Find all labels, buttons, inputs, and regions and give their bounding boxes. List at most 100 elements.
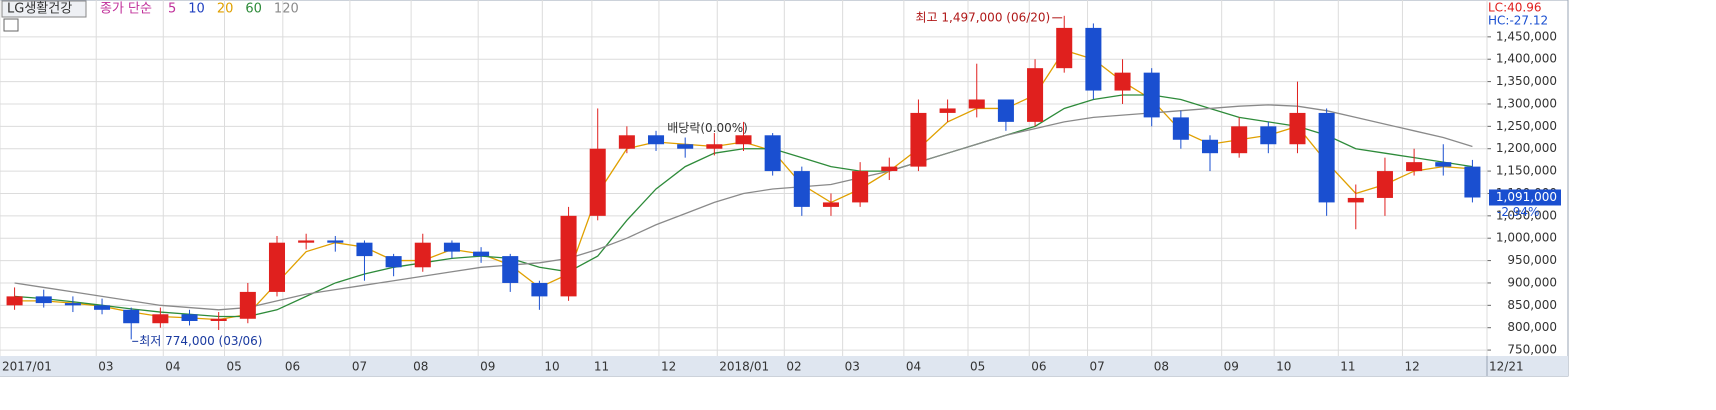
candle-body <box>64 303 81 306</box>
y-tick-label: 1,350,000 <box>1496 74 1557 88</box>
y-tick-label: 750,000 <box>1507 343 1557 357</box>
x-tick-label: 03 <box>98 360 113 374</box>
y-tick-label: 1,300,000 <box>1496 96 1557 110</box>
y-tick-label: 1,050,000 <box>1496 208 1557 222</box>
y-tick-label: 1,450,000 <box>1496 29 1557 43</box>
stock-name: LG생활건강 <box>7 2 72 17</box>
x-tick-label: 12 <box>661 360 676 374</box>
x-tick-label: 11 <box>594 360 609 374</box>
candle-body <box>793 171 810 207</box>
y-tick-label: 1,000,000 <box>1496 231 1557 245</box>
candle-body <box>239 291 256 319</box>
candle-body <box>327 240 344 243</box>
candle-body <box>968 99 985 109</box>
x-tick-label: 04 <box>165 360 180 374</box>
candle-body <box>181 314 198 321</box>
change-label: -2.94% <box>1497 205 1539 219</box>
legend-label: 종가 단순 <box>100 2 152 17</box>
y-tick-label: 1,400,000 <box>1496 52 1557 66</box>
x-tick-label: 07 <box>1090 360 1105 374</box>
candle-body <box>822 202 839 207</box>
price-label: 1,091,000 <box>1496 190 1557 204</box>
candle-body <box>706 144 723 149</box>
x-tick-label: 03 <box>845 360 860 374</box>
candle-body <box>1114 72 1131 91</box>
candle-body <box>560 215 577 297</box>
candle-body <box>881 166 898 172</box>
x-tick-label: 10 <box>1276 360 1291 374</box>
table-icon <box>3 18 19 32</box>
legend-item: 120 <box>274 2 299 17</box>
candle-body <box>735 135 752 145</box>
candle-body <box>1406 162 1423 172</box>
candle-body <box>1464 166 1481 198</box>
annotation-dividend: 배당락(0.00%) <box>667 121 748 135</box>
x-tick-label: 12/21 <box>1489 360 1524 374</box>
x-tick-label: 12 <box>1404 360 1419 374</box>
ma-line <box>14 104 1473 311</box>
candle-body <box>152 314 169 324</box>
candle-body <box>94 305 111 310</box>
candle-body <box>1318 112 1335 203</box>
x-tick-label: 06 <box>285 360 300 374</box>
candle-body <box>852 171 869 203</box>
x-tick-label: 11 <box>1340 360 1355 374</box>
candle-body <box>210 318 227 321</box>
hc-label: HC:-27.12 <box>1488 14 1548 28</box>
price-box <box>1489 189 1561 206</box>
candle-body <box>443 242 460 252</box>
candle-body <box>1172 117 1189 140</box>
x-tick-label: 02 <box>786 360 801 374</box>
candle-body <box>618 135 635 149</box>
legend-item: 60 <box>245 2 262 17</box>
candle-body <box>1231 126 1248 154</box>
candle-body <box>531 282 548 297</box>
candle-body <box>1201 139 1219 154</box>
candle-body <box>6 296 23 306</box>
candle-body <box>1347 197 1364 203</box>
x-tick-label: 05 <box>970 360 985 374</box>
y-tick-label: 850,000 <box>1507 298 1557 312</box>
y-tick-label: 950,000 <box>1507 253 1557 267</box>
x-tick-label: 05 <box>227 360 242 374</box>
candle-body <box>502 256 519 283</box>
candle-body <box>1435 162 1452 167</box>
candle-body <box>764 135 781 172</box>
candle-body <box>677 144 694 149</box>
candle-body <box>1260 126 1277 145</box>
candle-body <box>35 296 52 304</box>
y-tick-label: 1,200,000 <box>1496 141 1557 155</box>
candle-body <box>1085 27 1102 91</box>
x-tick-label: 2017/01 <box>2 360 52 374</box>
x-tick-label: 09 <box>1224 360 1239 374</box>
candle-body <box>1027 68 1044 122</box>
candle-body <box>123 309 140 324</box>
candle-body <box>473 251 490 257</box>
annotation-high: 최고 1,497,000 (06/20) <box>915 10 1050 24</box>
x-tick-label: 08 <box>413 360 428 374</box>
x-axis-band <box>0 356 1568 376</box>
candle-body <box>939 108 956 113</box>
candle-body <box>648 135 665 145</box>
candle-body <box>356 242 373 257</box>
stock-box <box>1 0 87 18</box>
x-tick-label: 09 <box>480 360 495 374</box>
candle-body <box>1056 27 1073 69</box>
candle-body <box>997 99 1014 122</box>
candle-body <box>414 242 431 268</box>
y-tick-label: 900,000 <box>1507 275 1557 289</box>
candle-body <box>1143 72 1160 118</box>
x-tick-label: 2018/01 <box>719 360 769 374</box>
x-tick-label: 08 <box>1154 360 1169 374</box>
legend-item: 5 <box>168 2 176 17</box>
candle-body <box>589 148 606 216</box>
candle-body <box>298 240 315 243</box>
candle-body <box>910 112 927 167</box>
candle-body <box>268 242 286 292</box>
x-tick-label: 06 <box>1031 360 1046 374</box>
x-tick-label: 10 <box>544 360 559 374</box>
y-tick-label: 800,000 <box>1507 320 1557 334</box>
candle-body <box>1289 112 1306 145</box>
